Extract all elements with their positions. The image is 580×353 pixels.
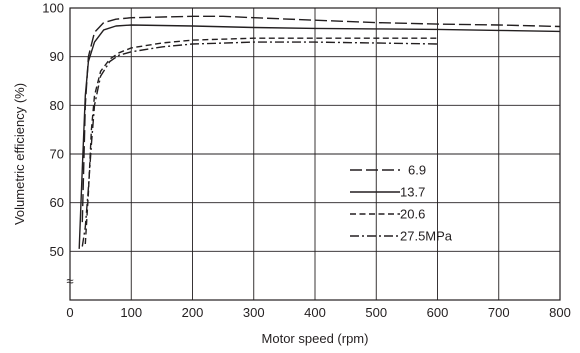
y-tick-label: 100 bbox=[42, 1, 64, 16]
x-tick-label: 800 bbox=[549, 305, 571, 320]
series-lines bbox=[78, 15, 561, 249]
x-tick-label: 100 bbox=[120, 305, 142, 320]
y-tick-label: 70 bbox=[50, 147, 64, 162]
x-tick-label: 500 bbox=[365, 305, 387, 320]
x-tick-label: 600 bbox=[427, 305, 449, 320]
y-tick-label: 80 bbox=[50, 98, 64, 113]
legend-label-2: 13.7 bbox=[400, 185, 425, 200]
series-line-2 bbox=[78, 24, 561, 249]
plot-frame bbox=[69, 7, 561, 301]
y-tick-label: 90 bbox=[50, 49, 64, 64]
series-line-1 bbox=[81, 15, 561, 223]
legend-label-1: 6.9 bbox=[408, 163, 426, 178]
axis-break-symbol: ≈ bbox=[66, 274, 73, 289]
x-axis-label: Motor speed (rpm) bbox=[262, 331, 369, 346]
legend-label-3: 20.6 bbox=[400, 207, 425, 222]
x-tick-label: 300 bbox=[243, 305, 265, 320]
x-tick-label: 200 bbox=[182, 305, 204, 320]
legend-label-4: 27.5MPa bbox=[400, 229, 453, 244]
x-tick-label: 400 bbox=[304, 305, 326, 320]
grid bbox=[70, 8, 560, 300]
x-tick-label: 700 bbox=[488, 305, 510, 320]
y-tick-label: 60 bbox=[50, 195, 64, 210]
y-axis-label: Volumetric efficiency (%) bbox=[12, 83, 27, 225]
series-line-4 bbox=[81, 41, 438, 247]
series-line-3 bbox=[84, 37, 438, 245]
x-axis-ticks: 0 100 200 300 400 500 600 700 800 bbox=[66, 305, 570, 320]
y-axis-ticks: 50 60 70 80 90 100 bbox=[42, 1, 64, 259]
y-tick-label: 50 bbox=[50, 244, 64, 259]
x-tick-label: 0 bbox=[66, 305, 73, 320]
legend: 6.9 13.7 20.6 27.5MPa bbox=[350, 163, 453, 244]
